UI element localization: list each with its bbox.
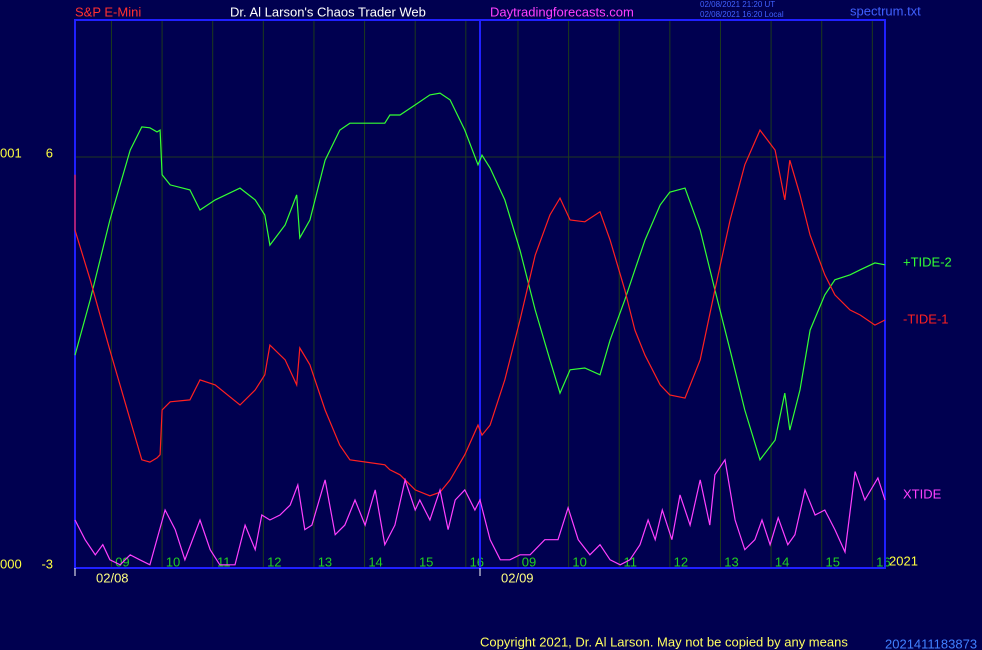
y-side-label: 000 (0, 556, 22, 571)
copyright: Copyright 2021, Dr. Al Larson. May not b… (480, 634, 848, 649)
date-label: 02/08 (96, 570, 129, 585)
x-tick-label: 15 (419, 554, 433, 569)
x-tick-label: 10 (572, 554, 586, 569)
x-tick-label: 12 (674, 554, 688, 569)
x-tick-label: 11 (623, 554, 637, 569)
timestamp: 02/08/2021 16:20 Local (700, 10, 784, 19)
year-label: 2021 (889, 553, 918, 568)
series-line (74, 128, 886, 497)
series-line (74, 92, 886, 462)
date-label: 02/09 (501, 570, 534, 585)
x-tick-label: 16 (876, 554, 890, 569)
file-name: spectrum.txt (850, 3, 921, 18)
x-tick-label: 10 (166, 554, 180, 569)
instrument-title: S&P E-Mini (75, 4, 141, 19)
x-tick-label: 13 (724, 554, 738, 569)
x-tick-label: 14 (775, 554, 789, 569)
y-tick-label: -3 (41, 556, 53, 571)
x-tick-label: 11 (217, 554, 231, 569)
y-side-label: 001 (0, 145, 22, 160)
series-label: XTIDE (903, 486, 942, 501)
x-tick-label: 12 (267, 554, 281, 569)
x-tick-label: 09 (522, 554, 536, 569)
x-tick-label: 15 (825, 554, 839, 569)
series-line (74, 458, 886, 566)
series-label: -TIDE-1 (903, 311, 949, 326)
code: 2021411183873 (885, 636, 977, 650)
site-name: Daytradingforecasts.com (490, 4, 634, 19)
series-label: +TIDE-2 (903, 254, 952, 269)
timestamp: 02/08/2021 21:20 UT (700, 0, 775, 9)
chart-title: Dr. Al Larson's Chaos Trader Web (230, 4, 426, 19)
x-tick-label: 14 (368, 554, 382, 569)
y-tick-label: 6 (46, 145, 53, 160)
x-tick-label: 13 (318, 554, 332, 569)
